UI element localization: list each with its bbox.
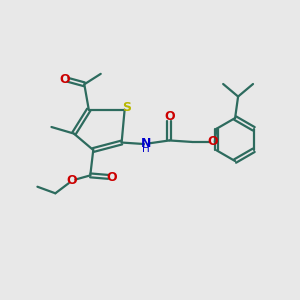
Text: O: O	[67, 174, 77, 187]
Text: O: O	[207, 134, 218, 148]
Text: H: H	[142, 144, 150, 154]
Text: O: O	[164, 110, 175, 123]
Text: N: N	[141, 137, 151, 150]
Text: O: O	[59, 73, 70, 86]
Text: O: O	[107, 171, 117, 184]
Text: S: S	[122, 101, 131, 114]
